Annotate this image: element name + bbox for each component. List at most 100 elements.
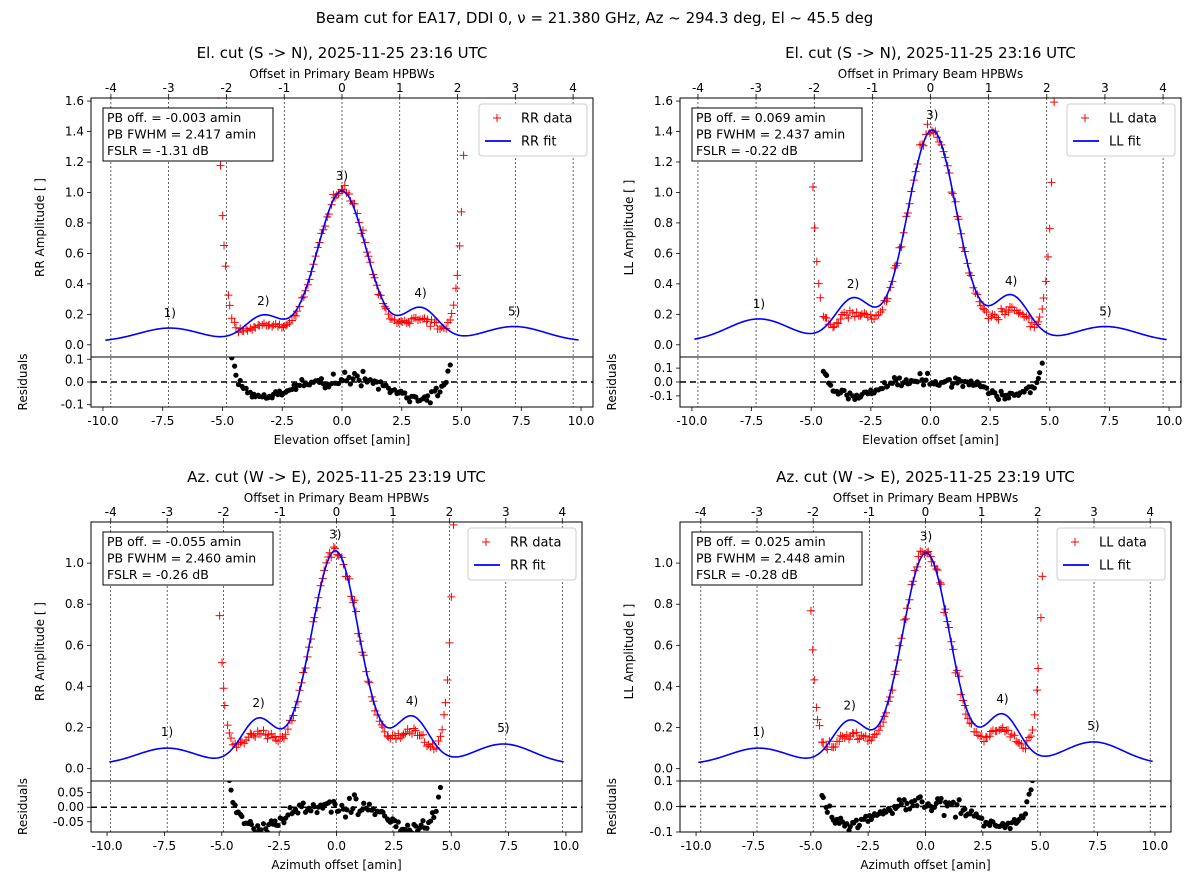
- data-point: [838, 732, 847, 741]
- residual-point: [418, 822, 424, 828]
- x-tick-label: 5.0: [1031, 839, 1050, 853]
- y-tick-label: 0.6: [654, 246, 673, 260]
- data-point: [264, 321, 273, 330]
- legend-data-label: RR data: [510, 536, 561, 551]
- data-point: [384, 732, 393, 741]
- residual-point: [920, 382, 927, 388]
- data-point: [220, 241, 229, 250]
- y-axis-label: RR Amplitude [ ]: [33, 178, 47, 277]
- data-point: [230, 318, 239, 327]
- data-point: [434, 737, 443, 746]
- fit-summary-line: PB off. = 0.069 amin: [696, 110, 826, 125]
- x-tick-label: 2.5: [973, 839, 992, 853]
- residual-point: [243, 385, 249, 391]
- data-point: [1036, 613, 1045, 622]
- data-point: [832, 318, 841, 327]
- data-point: [814, 279, 823, 288]
- hpbw-tick-label: 1: [978, 505, 986, 519]
- residual-point: [1047, 74, 1052, 79]
- data-series: [206, 75, 458, 754]
- res-y-tick-label: -0.1: [650, 389, 673, 403]
- data-point: [440, 710, 449, 719]
- hpbw-tick-label: 0: [927, 81, 935, 95]
- residual-point: [1027, 390, 1033, 396]
- residual-point: [435, 794, 442, 800]
- residual-series: [222, 731, 448, 832]
- data-point: [274, 737, 283, 746]
- residual-point: [1052, 167, 1057, 172]
- residual-point: [226, 781, 232, 783]
- top-axis-label: Offset in Primary Beam HPBWs: [249, 67, 434, 81]
- beam-cut-panel-4: -4 -3 -2 -1 0 1 2 3 4 Offset in Primary Beam HPBW…: [605, 74, 1172, 872]
- data-point: [916, 547, 925, 556]
- data-point: [937, 580, 946, 589]
- x-tick-label: -10.0: [92, 839, 123, 853]
- residual-point: [938, 795, 944, 802]
- data-point: [441, 698, 450, 707]
- res-y-tick-label: 0.1: [654, 774, 673, 788]
- residual-point: [412, 823, 419, 829]
- lobe-label: 1): [753, 725, 765, 739]
- hpbw-tick-label: -3: [751, 505, 763, 519]
- data-point: [810, 675, 819, 684]
- y-axis-label: LL Amplitude [ ]: [622, 180, 636, 276]
- residual-point: [443, 731, 448, 736]
- residual-point: [808, 622, 813, 627]
- residual-point: [845, 396, 851, 402]
- residual-point: [810, 671, 815, 676]
- data-point: [446, 316, 455, 325]
- residual-point: [852, 396, 858, 403]
- x-tick-label: 0.0: [332, 414, 351, 428]
- residual-point: [266, 822, 272, 828]
- top-axis-label: Offset in Primary Beam HPBWs: [838, 67, 1023, 81]
- hpbw-tick-label: 0: [922, 505, 930, 519]
- legend-frame: [1066, 103, 1176, 157]
- residual-point: [1034, 379, 1040, 386]
- data-point: [982, 308, 991, 317]
- beam-cut-panel-3: -4 -3 -2 -1 0 1 2 3 4 Offset in Primary Beam HPBW…: [16, 75, 583, 872]
- hpbw-tick-label: -2: [220, 81, 232, 95]
- x-tick-label: -10.0: [681, 839, 712, 853]
- data-point: [1005, 302, 1014, 311]
- data-point: [393, 319, 402, 328]
- residual-point: [1054, 84, 1059, 89]
- residual-point: [336, 808, 342, 814]
- residual-point: [437, 389, 443, 395]
- residual-point: [1020, 815, 1026, 821]
- data-point: [1044, 252, 1053, 261]
- data-point: [459, 151, 468, 160]
- residual-point: [941, 812, 947, 819]
- x-tick-label: -5.0: [210, 839, 233, 853]
- x-tick-label: 10.0: [1142, 839, 1169, 853]
- residual-point: [435, 393, 441, 399]
- data-point: [872, 730, 881, 739]
- data-point: [1027, 732, 1036, 741]
- hpbw-tick-label: 3: [502, 505, 510, 519]
- x-tick-label: 10.0: [568, 414, 595, 428]
- y-tick-label: 1.6: [654, 94, 673, 108]
- data-point: [874, 726, 883, 735]
- x-tick-label: -5.0: [211, 414, 234, 428]
- y-tick-label: 1.2: [65, 155, 84, 169]
- residual-point: [1037, 370, 1043, 376]
- residual-point: [924, 370, 931, 376]
- residual-point: [361, 800, 367, 806]
- x-tick-label: 0.0: [921, 414, 940, 428]
- lobe-label: 3): [920, 530, 932, 544]
- residual-point: [216, 19, 221, 24]
- data-point: [206, 75, 214, 83]
- residual-point: [901, 797, 907, 803]
- res-y-tick-label: 0.0: [65, 375, 84, 389]
- x-tick-label: 0.0: [916, 839, 935, 853]
- data-point: [838, 310, 847, 319]
- residual-point: [225, 765, 230, 770]
- hpbw-tick-label: -1: [863, 505, 875, 519]
- residual-point: [461, 110, 466, 115]
- residual-point: [222, 734, 227, 739]
- data-point: [219, 684, 228, 693]
- fit-summary-line: FSLR = -1.31 dB: [107, 143, 209, 158]
- residual-point: [445, 368, 451, 374]
- data-point: [249, 322, 258, 331]
- beam-cut-panel-1: -4 -3 -2 -1 0 1 2 3 4 Offset in Primary Beam HPBW…: [16, 19, 595, 447]
- data-point: [815, 721, 824, 730]
